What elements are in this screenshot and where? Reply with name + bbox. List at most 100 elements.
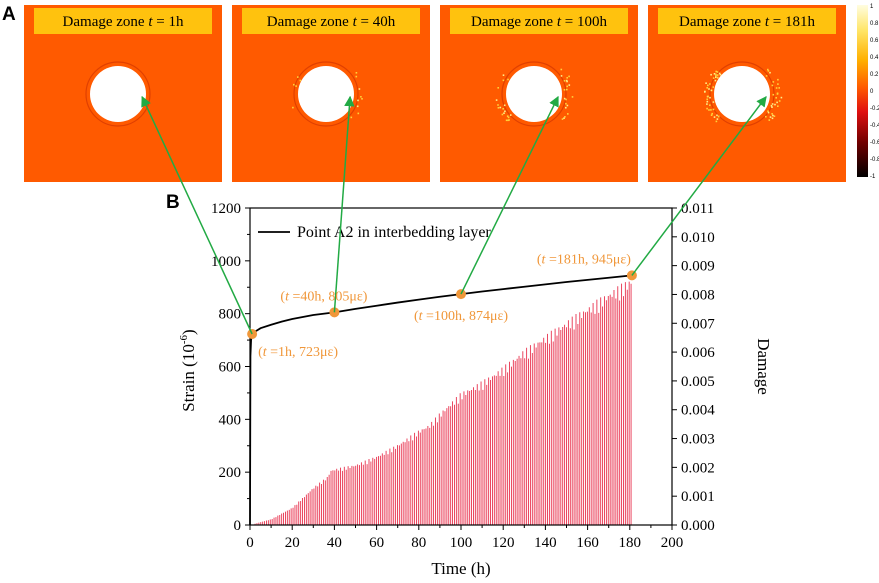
damage-spot bbox=[767, 111, 770, 114]
damage-spot bbox=[499, 106, 502, 109]
zone-arrow bbox=[141, 95, 253, 335]
colorbar-tick-label: 0 bbox=[870, 89, 874, 95]
damage-spot bbox=[771, 106, 773, 108]
damage-spot bbox=[507, 119, 509, 122]
y2-tick-label: 0.001 bbox=[681, 489, 715, 505]
damage-zone-panel-2: Damage zone t = 40h bbox=[232, 5, 430, 182]
damage-spot bbox=[713, 116, 716, 118]
damage-spot bbox=[502, 74, 505, 76]
zone-label: Damage zone t = 181h bbox=[679, 14, 815, 30]
y2-tick-label: 0.002 bbox=[681, 460, 715, 476]
x-tick-label: 100 bbox=[450, 535, 473, 551]
damage-spot bbox=[715, 120, 718, 123]
damage-spot bbox=[355, 72, 358, 74]
colorbar-tick-label: -0.6 bbox=[870, 140, 879, 146]
damage-spot bbox=[716, 74, 719, 76]
x-tick-label: 80 bbox=[411, 535, 426, 551]
y2-tick-label: 0.000 bbox=[681, 518, 715, 534]
x-tick-label: 180 bbox=[619, 535, 642, 551]
damage-spot bbox=[566, 80, 568, 83]
damage-spot bbox=[707, 84, 709, 87]
zone-label: Damage zone t = 40h bbox=[267, 14, 396, 30]
damage-spot bbox=[772, 81, 775, 83]
x-tick-label: 20 bbox=[285, 535, 300, 551]
x-tick-label: 120 bbox=[492, 535, 515, 551]
damage-spot bbox=[771, 117, 774, 120]
damage-spot bbox=[297, 76, 299, 78]
damage-spot bbox=[566, 104, 569, 107]
damage-spot bbox=[561, 118, 564, 120]
y-axis-title: Strain (10-6) bbox=[178, 329, 198, 411]
damage-spot bbox=[771, 103, 774, 105]
damage-spot bbox=[771, 113, 773, 115]
damage-spot bbox=[504, 110, 506, 113]
damage-spot bbox=[704, 90, 706, 93]
x-tick-label: 40 bbox=[327, 535, 342, 551]
damage-spot bbox=[356, 105, 359, 108]
y2-tick-label: 0.006 bbox=[681, 345, 715, 361]
x-tick-label: 160 bbox=[576, 535, 599, 551]
damage-spot bbox=[502, 79, 505, 82]
y-tick-label: 800 bbox=[219, 307, 242, 323]
damage-spot bbox=[770, 104, 773, 107]
damage-spot bbox=[709, 104, 711, 106]
annotation-labels: (t =1h, 723με) (t =40h, 805με) (t =100h, 8… bbox=[258, 252, 631, 360]
damage-spot bbox=[716, 118, 719, 120]
damage-zone-panel-3: Damage zone t = 100h bbox=[440, 5, 638, 182]
damage-spot bbox=[565, 98, 567, 101]
damage-spot bbox=[497, 104, 499, 106]
damage-spot bbox=[714, 79, 717, 82]
damage-spot bbox=[565, 106, 567, 109]
damage-spot bbox=[566, 85, 568, 88]
y-tick-label: 0 bbox=[234, 518, 242, 534]
damage-spot bbox=[715, 73, 717, 76]
damage-spot bbox=[710, 89, 713, 92]
damage-spot bbox=[776, 92, 779, 95]
annotation-marker bbox=[456, 289, 466, 300]
damage-spot bbox=[715, 70, 717, 73]
y2-tick-label: 0.007 bbox=[681, 316, 715, 332]
damage-spot bbox=[292, 106, 294, 109]
panel-b-letter: B bbox=[166, 192, 180, 213]
damage-spot bbox=[717, 115, 720, 118]
annotation-label: (t =40h, 805με) bbox=[280, 289, 367, 304]
hole bbox=[714, 66, 770, 122]
damage-spot bbox=[777, 83, 779, 85]
colorbar-tick-label: -0.4 bbox=[870, 123, 879, 129]
y-tick-label: 200 bbox=[219, 465, 242, 481]
y-tick-label: 400 bbox=[219, 412, 242, 428]
damage-spot bbox=[773, 115, 776, 117]
damage-spot bbox=[509, 114, 512, 116]
hole bbox=[90, 66, 146, 122]
annotation-label: (t =100h, 874με) bbox=[414, 309, 508, 324]
damage-spot bbox=[361, 98, 363, 100]
zone-arrow bbox=[333, 95, 355, 313]
chart-axes: 0 20 40 60 80 100 120 140 160 180 200 0 200 400 600 800… bbox=[178, 201, 773, 578]
damage-bars bbox=[254, 281, 632, 525]
colorbar-tick-label: -0.8 bbox=[870, 157, 879, 163]
damage-spot bbox=[357, 112, 360, 115]
damage-spot bbox=[772, 93, 775, 96]
y2-tick-label: 0.008 bbox=[681, 287, 715, 303]
zone-label: Damage zone t = 100h bbox=[471, 14, 607, 30]
damage-spot bbox=[350, 116, 353, 119]
strain-damage-chart: 0 20 40 60 80 100 120 140 160 180 200 0 200 400 600 800… bbox=[141, 95, 773, 578]
damage-spot bbox=[769, 116, 772, 118]
damage-spot bbox=[706, 98, 708, 101]
damage-spot bbox=[768, 119, 771, 121]
damage-spot bbox=[707, 95, 709, 98]
damage-spot bbox=[713, 73, 716, 75]
damage-spot bbox=[710, 109, 712, 111]
damage-spot bbox=[706, 87, 708, 89]
damage-spot bbox=[777, 78, 779, 81]
damage-spot bbox=[716, 71, 719, 73]
damage-spot bbox=[774, 103, 776, 106]
damage-spot bbox=[567, 113, 569, 115]
colorbar-tick-label: 0.2 bbox=[870, 72, 879, 78]
hole-ring bbox=[293, 61, 359, 127]
chart-legend: Point A2 in interbedding layer bbox=[258, 224, 491, 241]
damage-spot bbox=[357, 99, 359, 102]
panel-a-letter: A bbox=[2, 4, 16, 25]
damage-spot bbox=[503, 112, 505, 114]
damage-spot bbox=[775, 97, 777, 99]
